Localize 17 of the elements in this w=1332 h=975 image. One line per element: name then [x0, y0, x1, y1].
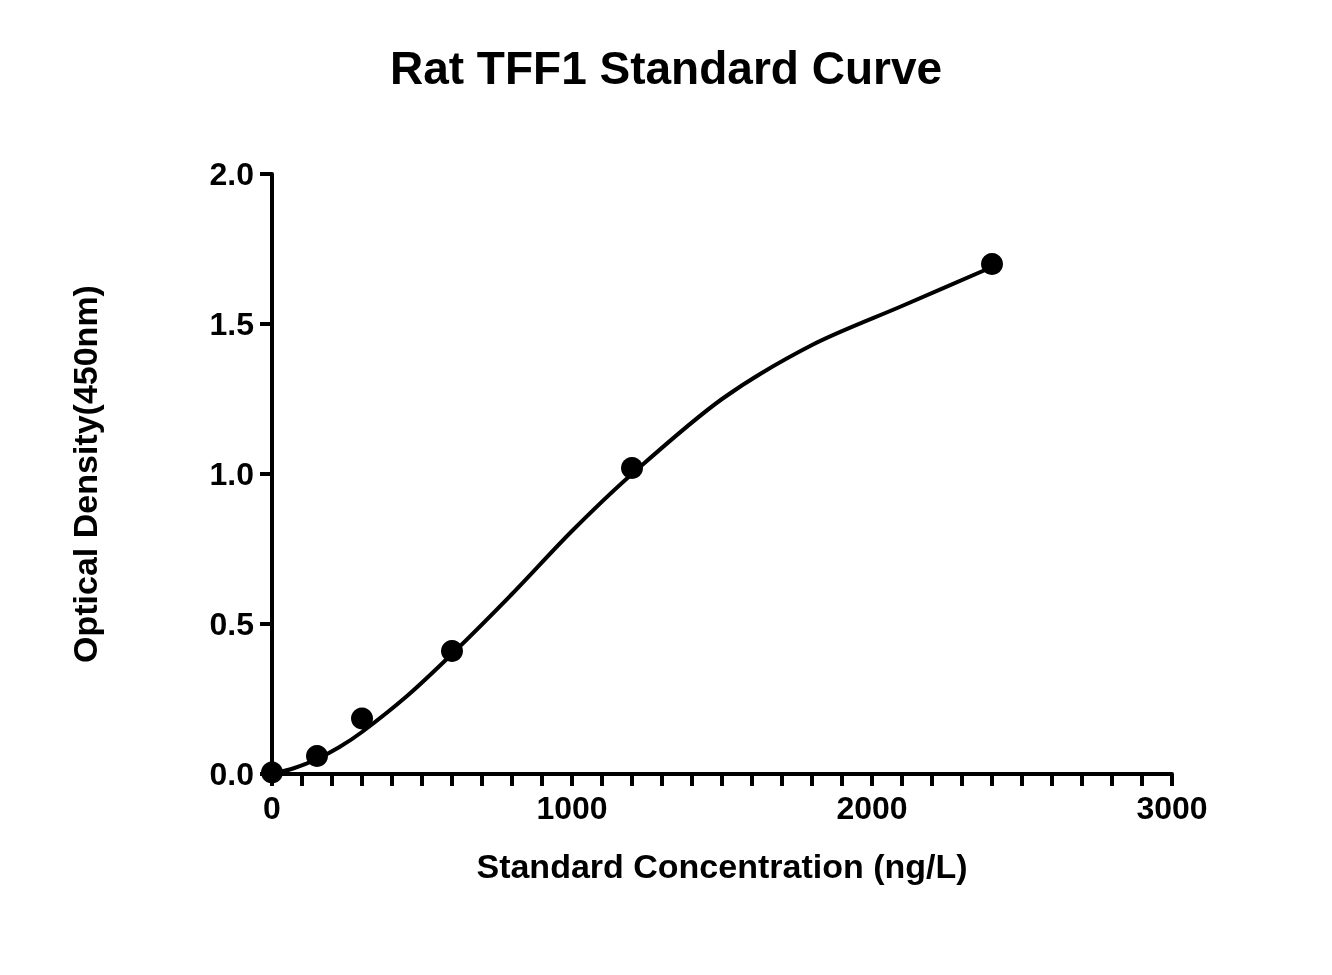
point [621, 457, 643, 479]
x-axis-title: Standard Concentration (ng/L) [476, 847, 968, 885]
chart-title: Rat TFF1 Standard Curve [389, 42, 943, 94]
x-tick-label: 1000 [536, 790, 608, 826]
point [306, 745, 328, 767]
x-tick-label: 0 [263, 790, 281, 826]
y-tick-label: 1.5 [209, 306, 254, 342]
point [441, 640, 463, 662]
point [351, 707, 373, 730]
y-axis-title: Optical Density(450nm) [66, 285, 104, 663]
x-tick-label: 3000 [1136, 790, 1208, 826]
y-tick-label: 2.0 [209, 156, 254, 192]
point [981, 253, 1003, 275]
x-tick-label: 2000 [836, 790, 908, 826]
y-tick-label: 0.5 [209, 606, 254, 642]
y-tick-label: 0.0 [209, 756, 254, 792]
y-tick-label: 1.0 [209, 456, 254, 492]
